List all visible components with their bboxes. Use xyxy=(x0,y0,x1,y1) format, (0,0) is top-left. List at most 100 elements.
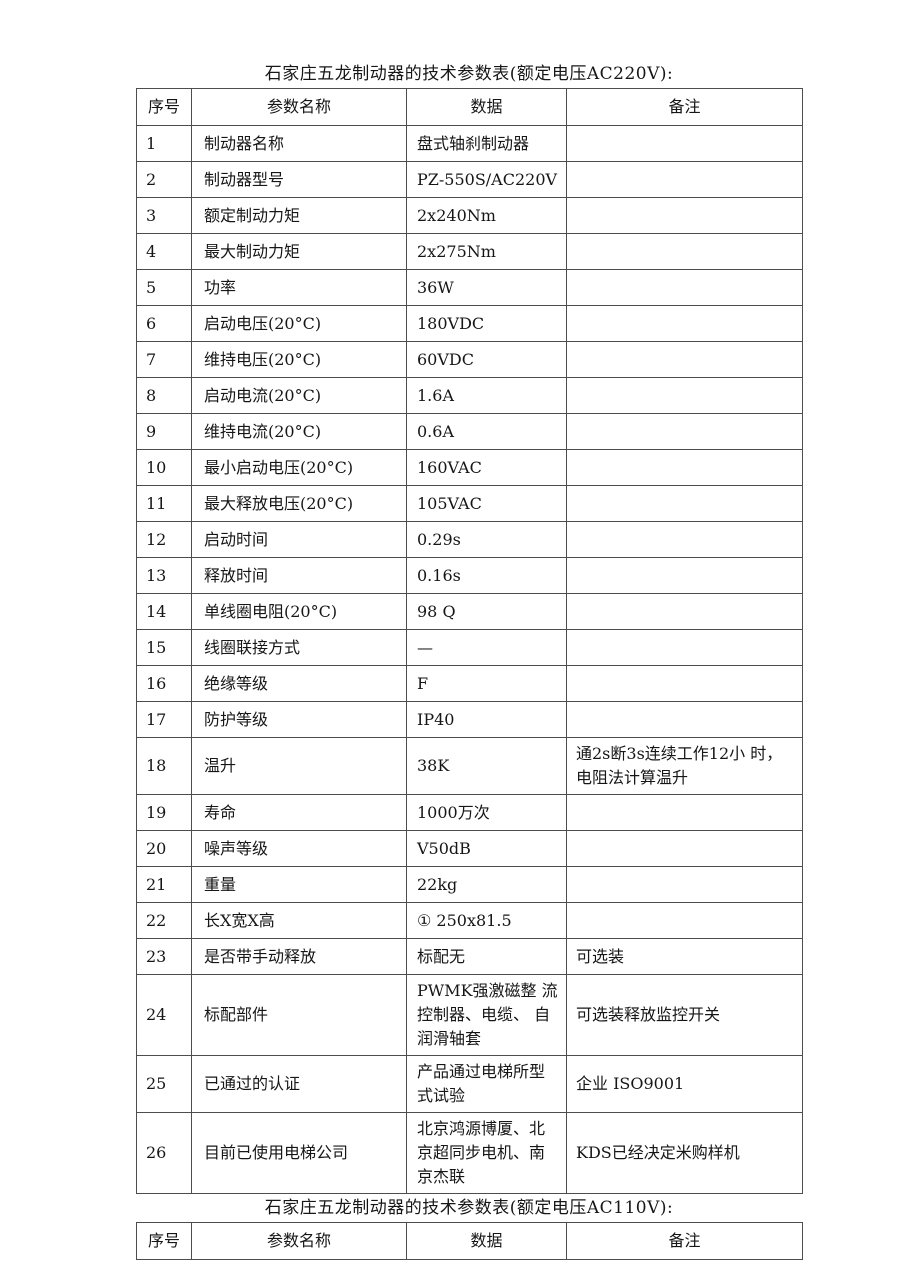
cell-param-name: 制动器名称 xyxy=(191,125,407,162)
cell-no: 6 xyxy=(136,305,192,342)
table-row: 10 最小启动电压(20°C) 160VAC xyxy=(136,449,803,486)
cell-remark xyxy=(566,593,803,630)
cell-data: V50dB xyxy=(406,830,567,867)
cell-remark xyxy=(566,341,803,378)
cell-param-name: 启动电流(20°C) xyxy=(191,377,407,414)
table-row: 15 线圈联接方式 — xyxy=(136,629,803,666)
cell-data: 22kg xyxy=(406,866,567,903)
cell-param-name: 功率 xyxy=(191,269,407,306)
cell-data: 产品通过电梯所型式试验 xyxy=(406,1055,567,1113)
cell-param-name: 额定制动力矩 xyxy=(191,197,407,234)
column-header-no: 序号 xyxy=(136,1222,192,1260)
table-row: 13 释放时间 0.16s xyxy=(136,557,803,594)
cell-remark xyxy=(566,233,803,270)
cell-remark xyxy=(566,665,803,702)
cell-no: 14 xyxy=(136,593,192,630)
cell-no: 18 xyxy=(136,737,192,795)
cell-no: 25 xyxy=(136,1055,192,1113)
cell-no: 22 xyxy=(136,902,192,939)
column-header-remark: 备注 xyxy=(566,88,803,126)
cell-remark: 企业 ISO9001 xyxy=(566,1055,803,1113)
column-header-name: 参数名称 xyxy=(191,88,407,126)
cell-remark xyxy=(566,413,803,450)
table-row: 19 寿命 1000万次 xyxy=(136,794,803,831)
table-row: 6 启动电压(20°C) 180VDC xyxy=(136,305,803,342)
cell-data: 180VDC xyxy=(406,305,567,342)
cell-param-name: 释放时间 xyxy=(191,557,407,594)
cell-remark xyxy=(566,305,803,342)
table-row: 7 维持电压(20°C) 60VDC xyxy=(136,341,803,378)
cell-no: 1 xyxy=(136,125,192,162)
cell-no: 13 xyxy=(136,557,192,594)
cell-remark xyxy=(566,830,803,867)
cell-remark xyxy=(566,701,803,738)
cell-param-name: 防护等级 xyxy=(191,701,407,738)
column-header-data: 数据 xyxy=(406,88,567,126)
cell-no: 16 xyxy=(136,665,192,702)
cell-param-name: 目前已使用电梯公司 xyxy=(191,1112,407,1194)
cell-no: 17 xyxy=(136,701,192,738)
cell-data: F xyxy=(406,665,567,702)
table-row: 23 是否带手动释放 标配无 可选装 xyxy=(136,938,803,975)
cell-no: 10 xyxy=(136,449,192,486)
cell-param-name: 维持电压(20°C) xyxy=(191,341,407,378)
cell-param-name: 线圈联接方式 xyxy=(191,629,407,666)
cell-remark xyxy=(566,794,803,831)
cell-data: 160VAC xyxy=(406,449,567,486)
table-row: 4 最大制动力矩 2x275Nm xyxy=(136,233,803,270)
cell-data: 36W xyxy=(406,269,567,306)
cell-data: 0.29s xyxy=(406,521,567,558)
cell-no: 19 xyxy=(136,794,192,831)
cell-remark xyxy=(566,557,803,594)
cell-data: 北京鸿源博厦、北京超同步电机、南京杰联 xyxy=(406,1112,567,1194)
cell-data: 1000万次 xyxy=(406,794,567,831)
cell-no: 15 xyxy=(136,629,192,666)
table-row: 11 最大释放电压(20°C) 105VAC xyxy=(136,485,803,522)
cell-no: 8 xyxy=(136,377,192,414)
cell-param-name: 最小启动电压(20°C) xyxy=(191,449,407,486)
cell-no: 12 xyxy=(136,521,192,558)
table-row: 18 温升 38K 通2s断3s连续工作12小 时，电阻法计算温升 xyxy=(136,737,803,795)
cell-no: 24 xyxy=(136,974,192,1056)
cell-remark: 通2s断3s连续工作12小 时，电阻法计算温升 xyxy=(566,737,803,795)
cell-data: 38K xyxy=(406,737,567,795)
column-header-data: 数据 xyxy=(406,1222,567,1260)
column-header-name: 参数名称 xyxy=(191,1222,407,1260)
cell-param-name: 是否带手动释放 xyxy=(191,938,407,975)
cell-remark xyxy=(566,629,803,666)
cell-no: 3 xyxy=(136,197,192,234)
table-row: 9 维持电流(20°C) 0.6A xyxy=(136,413,803,450)
cell-remark xyxy=(566,521,803,558)
cell-data: — xyxy=(406,629,567,666)
cell-remark: 可选装 xyxy=(566,938,803,975)
table1-header-row: 序号 参数名称 数据 备注 xyxy=(136,88,803,126)
cell-no: 4 xyxy=(136,233,192,270)
cell-param-name: 制动器型号 xyxy=(191,161,407,198)
cell-no: 9 xyxy=(136,413,192,450)
params-table-ac220v: 序号 参数名称 数据 备注 1 制动器名称 盘式轴刹制动器 2 制动器型号 PZ-550S… xyxy=(136,88,803,1194)
cell-no: 26 xyxy=(136,1112,192,1194)
params-table-ac110v: 序号 参数名称 数据 备注 xyxy=(136,1222,803,1260)
cell-param-name: 最大制动力矩 xyxy=(191,233,407,270)
cell-param-name: 最大释放电压(20°C) xyxy=(191,485,407,522)
table-row: 8 启动电流(20°C) 1.6A xyxy=(136,377,803,414)
cell-param-name: 维持电流(20°C) xyxy=(191,413,407,450)
table-row: 14 单线圈电阻(20°C) 98 Q xyxy=(136,593,803,630)
cell-remark xyxy=(566,269,803,306)
column-header-remark: 备注 xyxy=(566,1222,803,1260)
cell-param-name: 启动电压(20°C) xyxy=(191,305,407,342)
cell-data: 1.6A xyxy=(406,377,567,414)
cell-remark xyxy=(566,125,803,162)
cell-data: 0.6A xyxy=(406,413,567,450)
cell-param-name: 已通过的认证 xyxy=(191,1055,407,1113)
cell-param-name: 绝缘等级 xyxy=(191,665,407,702)
table1-title: 石家庄五龙制动器的技术参数表(额定电压AC220V): xyxy=(264,64,674,84)
table-row: 17 防护等级 IP40 xyxy=(136,701,803,738)
table-row: 5 功率 36W xyxy=(136,269,803,306)
table-row: 24 标配部件 PWMK强激磁整 流控制器、电缆、 自润滑轴套 可选装释放监控开关 xyxy=(136,974,803,1056)
cell-remark xyxy=(566,377,803,414)
cell-param-name: 寿命 xyxy=(191,794,407,831)
table-row: 22 长X宽X高 ① 250x81.5 xyxy=(136,902,803,939)
cell-data: PWMK强激磁整 流控制器、电缆、 自润滑轴套 xyxy=(406,974,567,1056)
